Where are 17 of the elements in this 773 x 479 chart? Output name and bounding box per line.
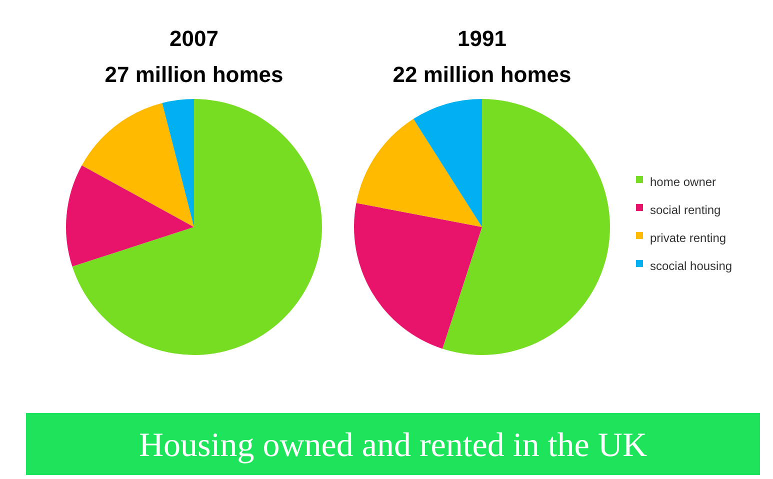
text: Housing owned and rented in the UK [138,427,648,464]
legend-label: home owner [650,175,716,190]
pie-slice [66,165,194,267]
pie-slice [354,203,482,349]
pie-slice [72,99,322,355]
chart-subtitle: 27 million homes [104,62,284,87]
chart-subtitle: 22 million homes [392,62,572,87]
pie-slice [162,99,194,227]
pie-slice [442,99,610,355]
legend-label: private renting [650,231,726,246]
legend-label: scocial housing [650,259,732,274]
pie-slice [82,103,194,227]
pie-slice [413,99,482,227]
chart-title: 1991 [458,26,506,51]
chart-title: 2007 [170,26,218,51]
pie-slice [356,118,482,227]
legend-label: social renting [650,203,721,218]
